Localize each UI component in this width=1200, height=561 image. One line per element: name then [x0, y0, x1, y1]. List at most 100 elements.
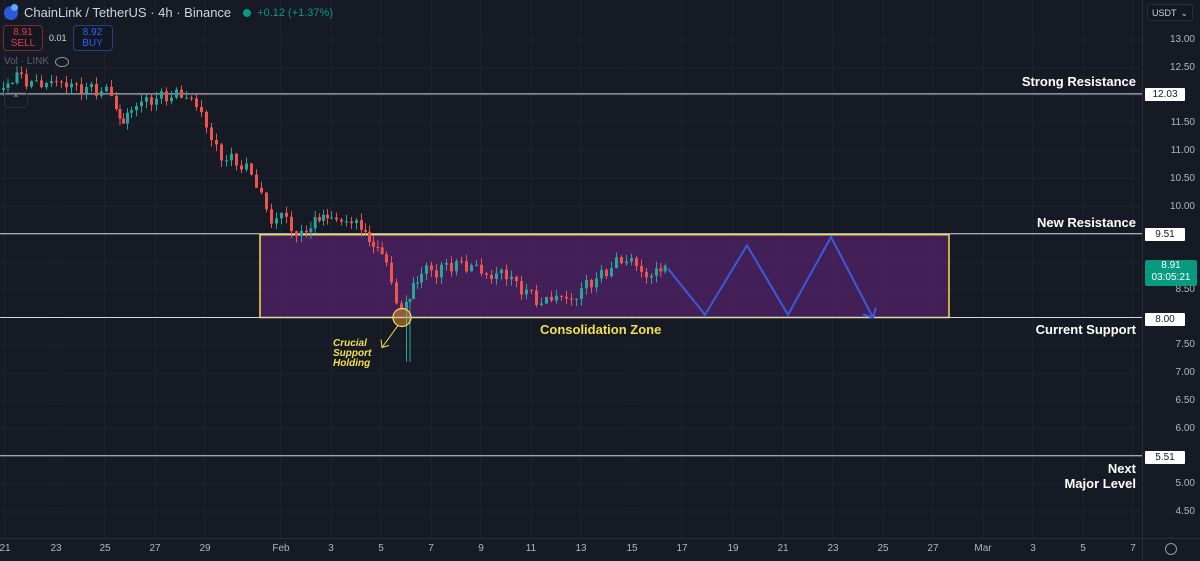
candle-body — [408, 299, 412, 302]
time-tick: 3 — [328, 543, 334, 554]
price-axis[interactable]: USDT ⌄ 13.00 12.50 11.50 11.00 10.50 10.00 8.5… — [1142, 0, 1200, 538]
consolidation-zone-label: Consolidation Zone — [540, 322, 662, 337]
collapse-legend-button[interactable]: ⌃ — [4, 92, 28, 108]
candle-body — [295, 231, 298, 237]
candle-body — [30, 81, 33, 87]
time-tick: 5 — [378, 543, 384, 554]
candle-body — [260, 187, 263, 193]
currency-select[interactable]: USDT ⌄ — [1147, 4, 1193, 21]
candle-body — [170, 97, 173, 102]
candle-body — [140, 101, 143, 107]
candle-body — [45, 83, 48, 88]
candle-body — [435, 270, 438, 278]
candle-body — [605, 269, 608, 277]
candle-body — [595, 278, 598, 288]
price-chart[interactable] — [0, 0, 1142, 538]
new-resistance-price-tag: 9.51 — [1145, 228, 1185, 241]
price-tick: 6.00 — [1175, 422, 1195, 434]
candle-body — [220, 144, 223, 161]
candle-body — [90, 83, 93, 88]
candle-body — [405, 301, 408, 310]
buy-label: BUY — [82, 38, 103, 49]
candle-body — [515, 276, 518, 282]
time-tick: 19 — [727, 543, 739, 554]
time-tick: 29 — [199, 543, 211, 554]
currency-label: USDT — [1152, 8, 1177, 18]
candle-body — [35, 80, 38, 82]
chainlink-logo-icon — [4, 3, 18, 20]
candle-body — [313, 217, 317, 229]
crucial-support-note: Crucial Support Holding — [333, 339, 371, 369]
candle-body — [590, 279, 593, 288]
chart-settings[interactable] — [1142, 538, 1200, 561]
candle-body — [15, 72, 19, 84]
candle-body — [430, 265, 433, 271]
candle-body — [309, 228, 313, 233]
candle-body — [650, 275, 653, 278]
chart-area[interactable]: ChainLink / TetherUS · 4h · Binance +0.1… — [0, 0, 1142, 538]
next-major-level-price-tag: 5.51 — [1145, 451, 1185, 464]
annotation-arrow-line — [381, 325, 399, 348]
candle-body — [455, 261, 458, 272]
candle-body — [545, 296, 548, 304]
time-axis[interactable]: 21 23 25 27 29 Feb 3 5 7 9 11 13 15 17 19 21 23 25 27 Mar 3 5… — [0, 538, 1142, 561]
candle-body — [250, 163, 253, 175]
candle-body — [480, 264, 483, 274]
strong-resistance-label: Strong Resistance — [1021, 74, 1136, 89]
crucial-line2: Support — [333, 348, 372, 359]
candle-body — [265, 192, 268, 210]
candle-body — [555, 295, 558, 301]
candle-body — [372, 241, 375, 247]
time-tick: 5 — [1080, 543, 1086, 554]
buy-button[interactable]: 8.92 BUY — [72, 25, 113, 51]
candle-body — [150, 97, 153, 105]
crucial-line1: Crucial — [333, 338, 367, 349]
candle-body — [270, 209, 273, 224]
candle-body — [465, 261, 468, 272]
settings-gear-icon[interactable] — [1165, 543, 1177, 555]
candle-body — [412, 283, 415, 300]
candle-body — [20, 72, 23, 75]
candle-body — [630, 258, 633, 262]
candle-body — [330, 217, 333, 219]
sell-button[interactable]: 8.91 SELL — [3, 25, 43, 51]
candle-body — [40, 80, 43, 88]
new-resistance-label: New Resistance — [1037, 215, 1136, 230]
price-tick: 11.50 — [1170, 117, 1195, 129]
candle-body — [195, 98, 198, 107]
market-open-dot-icon — [243, 8, 252, 17]
candle-body — [60, 81, 63, 83]
candle-body — [225, 160, 228, 162]
candle-body — [580, 288, 583, 299]
crucial-support-marker — [392, 307, 412, 328]
candle-body — [645, 271, 648, 278]
price-tick: 4.50 — [1175, 505, 1195, 517]
candle-body — [240, 165, 243, 170]
candle-body — [85, 87, 88, 94]
price-tick: 8.50 — [1175, 283, 1195, 295]
candle-body — [380, 247, 384, 255]
time-tick: 27 — [927, 543, 939, 554]
price-tick: 11.00 — [1170, 145, 1195, 156]
candle-body — [620, 257, 623, 264]
candle-body — [318, 217, 321, 221]
symbol-title[interactable]: ChainLink / TetherUS · 4h · Binance — [24, 5, 232, 20]
candle-body — [525, 289, 528, 295]
candle-body — [500, 269, 503, 274]
eye-hidden-icon[interactable] — [55, 56, 70, 67]
candle-body — [345, 221, 348, 223]
candle-body — [530, 289, 533, 291]
candle-body — [475, 264, 478, 266]
candle-body — [322, 214, 325, 221]
time-tick: 11 — [525, 543, 537, 554]
candle-body — [385, 254, 388, 263]
candle-body — [65, 82, 68, 88]
candle-body — [180, 89, 183, 98]
candle-body — [425, 265, 428, 274]
candle-body — [155, 98, 158, 105]
price-tick: 10.50 — [1169, 172, 1195, 184]
price-tick: 7.00 — [1175, 367, 1195, 378]
price-tick: 5.00 — [1175, 478, 1195, 489]
time-tick: 21 — [777, 543, 789, 554]
candle-body — [570, 298, 573, 300]
